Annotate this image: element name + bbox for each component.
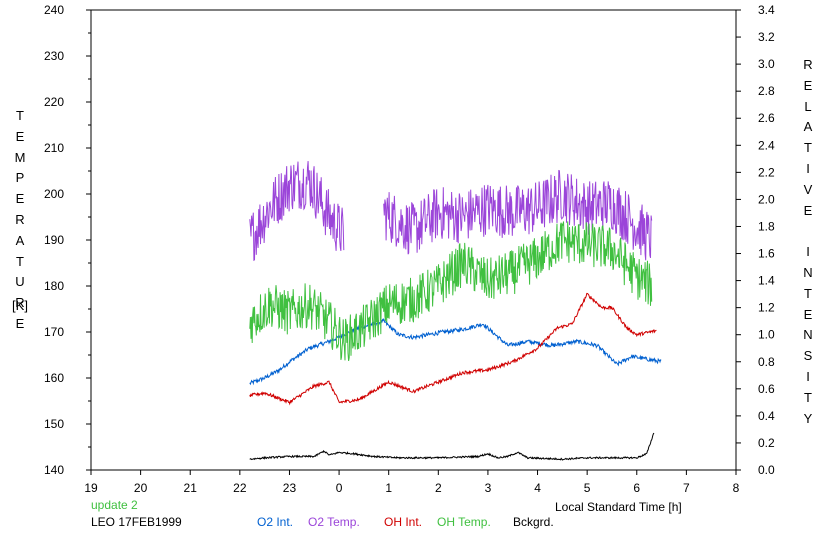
right-tick-label: 1.0 — [758, 328, 775, 342]
station-date-label: LEO 17FEB1999 — [91, 515, 182, 529]
right-tick-label: 2.0 — [758, 192, 775, 206]
axis-label-letter: I — [806, 368, 810, 384]
x-tick-label: 8 — [733, 481, 740, 495]
axis-label-letter: V — [803, 181, 813, 197]
series-lines — [249, 161, 662, 461]
right-tick-label: 2.8 — [758, 84, 775, 98]
left-tick-label: 240 — [44, 3, 64, 17]
x-tick-label: 1 — [385, 481, 392, 495]
axis-label-letter — [798, 221, 818, 242]
left-tick-label: 180 — [44, 279, 64, 293]
legend-item: Bckgrd. — [513, 515, 554, 529]
update-label: update 2 — [91, 498, 138, 512]
axis-label-letter: N — [803, 264, 813, 280]
series-line-oh-temp — [249, 221, 653, 361]
right-tick-label: 1.8 — [758, 219, 775, 233]
x-tick-label: 0 — [336, 481, 343, 495]
x-tick-label: 4 — [534, 481, 541, 495]
left-tick-label: 230 — [44, 49, 64, 63]
right-tick-label: 3.4 — [758, 3, 775, 17]
left-tick-label: 190 — [44, 233, 64, 247]
legend-item: OH Temp. — [437, 515, 491, 529]
axis-label-letter: M — [14, 149, 26, 165]
axis-label-letter: R — [803, 57, 813, 72]
series-line-oh-int — [249, 292, 657, 406]
right-tick-label: 0.0 — [758, 463, 775, 477]
left-tick-label: 150 — [44, 417, 64, 431]
x-tick-label: 23 — [283, 481, 297, 495]
right-tick-label: 1.4 — [758, 274, 775, 288]
axis-label-letter: Y — [803, 410, 813, 426]
series-line-o2-int — [249, 317, 662, 386]
x-tick-label: 21 — [184, 481, 198, 495]
left-tick-label: 220 — [44, 95, 64, 109]
axis-label-letter: P — [15, 170, 25, 186]
right-tick-label: 3.0 — [758, 57, 775, 71]
left-tick-label: 210 — [44, 141, 64, 155]
x-tick-label: 6 — [633, 481, 640, 495]
axis-label-letter: T — [16, 253, 24, 269]
axis-label-letter: A — [15, 232, 25, 248]
series-line-bckgrd — [249, 432, 655, 461]
x-tick-label: 5 — [584, 481, 591, 495]
x-tick-label: 3 — [485, 481, 492, 495]
axis-label-letter: E — [15, 315, 25, 331]
axis-label-letter: E — [15, 191, 25, 207]
x-axis-ticks: 19 20 21 22 23 0 1 2 3 4 5 6 7 8 — [84, 470, 740, 495]
axis-label-letter: N — [803, 327, 813, 343]
right-tick-label: 0.6 — [758, 382, 775, 396]
axis-label-letter: E — [803, 202, 813, 218]
right-tick-label: 3.2 — [758, 30, 775, 44]
axis-label-letter: T — [804, 389, 812, 405]
right-tick-label: 0.8 — [758, 355, 775, 369]
left-axis-ticks: 140 150 160 170 180 190 200 210 220 230 240 — [44, 3, 91, 477]
right-tick-label: 0.4 — [758, 409, 775, 423]
left-tick-label: 200 — [44, 187, 64, 201]
series-line-o2-temp — [383, 169, 653, 261]
axis-label-letter: U — [15, 274, 25, 290]
right-tick-label: 2.4 — [758, 138, 775, 152]
axis-label-letter: T — [16, 108, 24, 123]
x-tick-label: 19 — [84, 481, 98, 495]
axis-label-letter: R — [15, 295, 25, 311]
right-tick-label: 1.6 — [758, 247, 775, 261]
x-tick-label: 20 — [134, 481, 148, 495]
x-tick-label: 7 — [683, 481, 690, 495]
axis-label-letter: E — [15, 128, 25, 144]
left-tick-label: 140 — [44, 463, 64, 477]
right-tick-label: 2.6 — [758, 111, 775, 125]
axis-label-letter: R — [15, 211, 25, 227]
axis-label-letter: I — [806, 244, 810, 260]
right-tick-label: 0.2 — [758, 436, 775, 450]
x-axis-label: Local Standard Time [h] — [555, 500, 682, 514]
axis-label-letter: E — [803, 306, 813, 322]
legend-item: O2 Int. — [257, 515, 294, 529]
right-tick-label: 2.2 — [758, 165, 775, 179]
axis-label-letter: E — [803, 77, 813, 93]
legend-item: O2 Temp. — [308, 515, 360, 529]
axis-label-letter: A — [803, 119, 813, 135]
legend-item: OH Int. — [384, 515, 423, 529]
axis-label-letter: L — [804, 98, 812, 114]
x-tick-label: 2 — [435, 481, 442, 495]
axis-label-letter: T — [804, 140, 812, 156]
axis-label-letter: S — [803, 348, 813, 364]
right-tick-label: 1.2 — [758, 301, 775, 315]
x-tick-label: 22 — [233, 481, 247, 495]
series-line-o2-temp — [249, 161, 345, 262]
axis-label-letter: T — [804, 285, 812, 301]
axis-label-letter: I — [806, 160, 810, 176]
left-tick-label: 160 — [44, 371, 64, 385]
right-axis-ticks: 0.0 0.2 0.4 0.6 0.8 1.0 1.2 1.4 1.6 1.8 2.0 2.2 2.4 2… — [736, 3, 775, 477]
left-axis-unit: [K] — [12, 298, 28, 313]
left-tick-label: 170 — [44, 325, 64, 339]
